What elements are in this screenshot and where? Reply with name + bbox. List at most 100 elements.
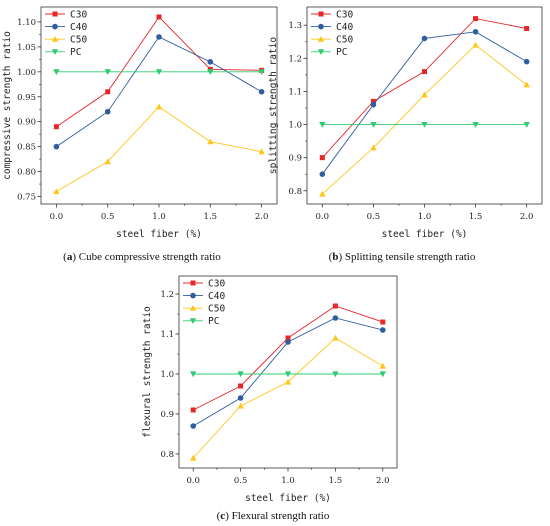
data-point (207, 69, 214, 76)
data-point (105, 89, 111, 95)
data-point (104, 158, 111, 165)
chart-b: 0.0 0.5 1.0 1.5 2.0 0.8 0.9 1.0 1.1 1.2 1.3 steel f… (268, 6, 543, 263)
series-line (56, 36, 262, 148)
legend-label: C40 (70, 22, 87, 33)
x-tick-label: 0.5 (367, 212, 381, 222)
data-point (190, 423, 197, 429)
data-point (523, 81, 530, 88)
y-tick-label: 1.0 (288, 121, 302, 131)
data-point (53, 69, 60, 76)
legend-label: PC (336, 47, 347, 58)
x-tick-label: 0.0 (50, 212, 64, 222)
chart-c: 0.0 0.5 1.0 1.5 2.0 0.8 0.9 1.0 1.1 1.2 steel fibe… (142, 275, 398, 522)
data-point (53, 143, 60, 150)
legend-label: C30 (336, 9, 353, 20)
data-point (472, 41, 479, 48)
data-point (379, 371, 386, 378)
data-point (207, 59, 214, 65)
series-line (193, 305, 383, 411)
x-axis-label: steel fiber (%) (382, 229, 468, 240)
y-tick-label: 0.8 (288, 187, 302, 197)
data-point (421, 91, 428, 98)
caption-text: ) Flexural strength ratio (225, 510, 330, 522)
y-tick-label: 0.9 (288, 154, 302, 164)
data-point (370, 101, 377, 108)
legend-label: C50 (70, 35, 87, 46)
legend-marker (52, 11, 58, 17)
y-tick-label: 0.75 (17, 193, 36, 203)
y-tick-label: 1.2 (160, 290, 174, 300)
figure-caption: (b) Splitting tensile strength ratio (329, 251, 476, 263)
data-point (285, 335, 291, 341)
series-C50 (319, 41, 530, 197)
data-point (422, 69, 427, 75)
x-axis-label: steel fiber (%) (116, 229, 202, 240)
x-tick-label: 0.5 (234, 476, 248, 486)
x-tick-label: 1.0 (281, 476, 295, 486)
data-point (332, 371, 339, 378)
legend-marker (189, 318, 197, 324)
legend-label: C40 (336, 22, 353, 33)
series-line (322, 44, 527, 195)
y-tick-label: 1.1 (160, 330, 174, 340)
caption-text: ) Splitting tensile strength ratio (338, 251, 475, 263)
data-point (524, 26, 530, 32)
figure-caption: (a) Cube compressive strength ratio (63, 251, 221, 263)
series-C30 (319, 16, 530, 161)
x-tick-label: 0.0 (316, 212, 330, 222)
data-point (421, 121, 428, 128)
legend-marker (317, 49, 325, 55)
data-point (190, 454, 197, 461)
data-point (523, 121, 530, 128)
legend-marker (190, 280, 196, 286)
legend-marker (51, 36, 59, 42)
x-tick-label: 1.0 (152, 212, 166, 222)
series-PC (190, 371, 386, 378)
x-tick-label: 1.5 (469, 212, 483, 222)
data-point (53, 188, 60, 195)
series-C50 (53, 103, 265, 195)
data-point (237, 402, 244, 409)
figure-caption: (c) Flexural strength ratio (217, 510, 330, 522)
data-point (370, 144, 377, 151)
series-line (321, 31, 527, 175)
legend-label: C50 (336, 35, 353, 46)
legend-marker (318, 11, 324, 17)
legend-marker (52, 23, 58, 30)
x-tick-label: 0.0 (186, 476, 200, 486)
legend-label: C30 (208, 278, 225, 289)
data-point (472, 121, 479, 128)
y-tick-label: 1.1 (288, 87, 302, 97)
series-PC (53, 69, 265, 76)
series-line (192, 337, 384, 459)
y-axis-label: splitting strength ratio (268, 37, 279, 175)
y-tick-label: 1.0 (160, 370, 174, 380)
y-axis-label: compressive strength ratio (2, 31, 13, 180)
data-point (237, 395, 244, 401)
legend-label: PC (70, 47, 81, 58)
legend-label: C50 (208, 304, 225, 315)
legend-label: C30 (70, 9, 87, 20)
data-point (156, 14, 162, 20)
data-point (207, 138, 214, 145)
data-point (190, 407, 196, 413)
data-point (379, 362, 386, 369)
data-point (379, 327, 386, 333)
data-point (285, 339, 291, 345)
y-axis-label: flexural strength ratio (142, 306, 153, 438)
data-point (370, 98, 376, 104)
data-point (319, 171, 326, 178)
data-point (472, 29, 479, 35)
y-tick-label: 0.90 (17, 118, 36, 128)
data-point (319, 190, 326, 197)
data-point (258, 69, 265, 76)
caption-open-paren: ( (217, 510, 221, 522)
data-point (332, 334, 339, 341)
y-tick-label: 1.00 (17, 68, 36, 78)
y-tick-label: 0.85 (17, 143, 36, 153)
data-point (104, 108, 111, 115)
